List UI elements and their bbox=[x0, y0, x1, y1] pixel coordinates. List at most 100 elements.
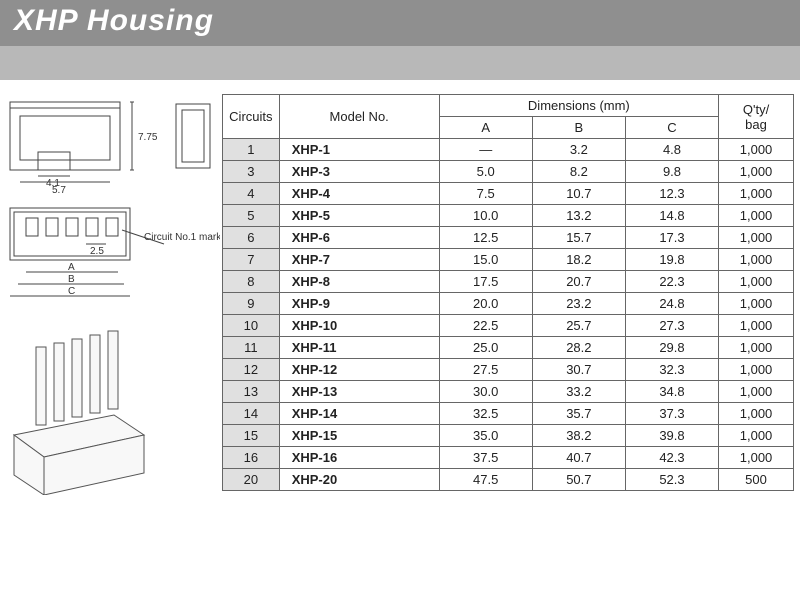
cell-model: XHP-12 bbox=[279, 359, 439, 381]
table-row: 15XHP-1535.038.239.81,000 bbox=[223, 425, 794, 447]
cell-circuits: 6 bbox=[223, 227, 280, 249]
sub-bar bbox=[0, 46, 800, 80]
cell-qty: 1,000 bbox=[719, 205, 794, 227]
table-row: 20XHP-2047.550.752.3500 bbox=[223, 469, 794, 491]
table-row: 7XHP-715.018.219.81,000 bbox=[223, 249, 794, 271]
cell-dim-b: 33.2 bbox=[532, 381, 625, 403]
cell-dim-b: 38.2 bbox=[532, 425, 625, 447]
drawing-top-view: 7.75 4.1 bbox=[4, 94, 220, 190]
cell-dim-c: 29.8 bbox=[625, 337, 718, 359]
cell-model: XHP-10 bbox=[279, 315, 439, 337]
cell-dim-a: 12.5 bbox=[439, 227, 532, 249]
table-row: 9XHP-920.023.224.81,000 bbox=[223, 293, 794, 315]
th-circuits: Circuits bbox=[223, 95, 280, 139]
cell-circuits: 20 bbox=[223, 469, 280, 491]
cell-circuits: 4 bbox=[223, 183, 280, 205]
cell-model: XHP-3 bbox=[279, 161, 439, 183]
cell-circuits: 3 bbox=[223, 161, 280, 183]
cell-circuits: 1 bbox=[223, 139, 280, 161]
cell-dim-a: 22.5 bbox=[439, 315, 532, 337]
cell-model: XHP-14 bbox=[279, 403, 439, 425]
cell-dim-b: 23.2 bbox=[532, 293, 625, 315]
cell-qty: 1,000 bbox=[719, 315, 794, 337]
cell-qty: 1,000 bbox=[719, 183, 794, 205]
cell-dim-c: 52.3 bbox=[625, 469, 718, 491]
cell-circuits: 12 bbox=[223, 359, 280, 381]
spec-table-container: Circuits Model No. Dimensions (mm) Q'ty/… bbox=[222, 94, 794, 491]
cell-dim-a: — bbox=[439, 139, 532, 161]
cell-dim-b: 15.7 bbox=[532, 227, 625, 249]
cell-dim-c: 4.8 bbox=[625, 139, 718, 161]
table-row: 12XHP-1227.530.732.31,000 bbox=[223, 359, 794, 381]
cell-qty: 1,000 bbox=[719, 161, 794, 183]
cell-qty: 1,000 bbox=[719, 403, 794, 425]
cell-dim-a: 17.5 bbox=[439, 271, 532, 293]
table-row: 11XHP-1125.028.229.81,000 bbox=[223, 337, 794, 359]
cell-circuits: 13 bbox=[223, 381, 280, 403]
table-row: 1XHP-1—3.24.81,000 bbox=[223, 139, 794, 161]
cell-circuits: 11 bbox=[223, 337, 280, 359]
cell-model: XHP-6 bbox=[279, 227, 439, 249]
cell-dim-c: 9.8 bbox=[625, 161, 718, 183]
cell-model: XHP-20 bbox=[279, 469, 439, 491]
dim-height: 7.75 bbox=[138, 132, 158, 143]
dim-c: C bbox=[68, 286, 75, 297]
cell-dim-b: 28.2 bbox=[532, 337, 625, 359]
cell-dim-c: 37.3 bbox=[625, 403, 718, 425]
cell-dim-a: 35.0 bbox=[439, 425, 532, 447]
cell-qty: 1,000 bbox=[719, 359, 794, 381]
cell-dim-c: 34.8 bbox=[625, 381, 718, 403]
cell-dim-b: 40.7 bbox=[532, 447, 625, 469]
cell-dim-b: 50.7 bbox=[532, 469, 625, 491]
table-row: 13XHP-1330.033.234.81,000 bbox=[223, 381, 794, 403]
cell-dim-a: 27.5 bbox=[439, 359, 532, 381]
cell-dim-b: 13.2 bbox=[532, 205, 625, 227]
cell-model: XHP-7 bbox=[279, 249, 439, 271]
th-model: Model No. bbox=[279, 95, 439, 139]
cell-dim-c: 17.3 bbox=[625, 227, 718, 249]
dim-a: A bbox=[68, 262, 75, 273]
cell-dim-b: 35.7 bbox=[532, 403, 625, 425]
cell-dim-c: 39.8 bbox=[625, 425, 718, 447]
cell-qty: 1,000 bbox=[719, 139, 794, 161]
cell-dim-a: 32.5 bbox=[439, 403, 532, 425]
dim-pitch: 2.5 bbox=[90, 246, 104, 257]
cell-dim-b: 8.2 bbox=[532, 161, 625, 183]
cell-dim-b: 30.7 bbox=[532, 359, 625, 381]
cell-circuits: 14 bbox=[223, 403, 280, 425]
cell-circuits: 5 bbox=[223, 205, 280, 227]
cell-qty: 1,000 bbox=[719, 337, 794, 359]
cell-dim-b: 20.7 bbox=[532, 271, 625, 293]
cell-circuits: 10 bbox=[223, 315, 280, 337]
drawing-iso-view bbox=[4, 325, 164, 495]
cell-dim-b: 3.2 bbox=[532, 139, 625, 161]
cell-dim-c: 14.8 bbox=[625, 205, 718, 227]
th-dim-a: A bbox=[439, 117, 532, 139]
cell-model: XHP-5 bbox=[279, 205, 439, 227]
cell-dim-b: 10.7 bbox=[532, 183, 625, 205]
cell-model: XHP-4 bbox=[279, 183, 439, 205]
cell-circuits: 9 bbox=[223, 293, 280, 315]
cell-dim-a: 15.0 bbox=[439, 249, 532, 271]
cell-qty: 1,000 bbox=[719, 293, 794, 315]
table-body: 1XHP-1—3.24.81,0003XHP-35.08.29.81,0004X… bbox=[223, 139, 794, 491]
cell-model: XHP-13 bbox=[279, 381, 439, 403]
technical-drawings: 7.75 4.1 5.7 2.5 bbox=[4, 94, 220, 500]
table-row: 5XHP-510.013.214.81,000 bbox=[223, 205, 794, 227]
cell-model: XHP-8 bbox=[279, 271, 439, 293]
table-row: 10XHP-1022.525.727.31,000 bbox=[223, 315, 794, 337]
th-dim-c: C bbox=[625, 117, 718, 139]
table-row: 6XHP-612.515.717.31,000 bbox=[223, 227, 794, 249]
cell-circuits: 16 bbox=[223, 447, 280, 469]
cell-dim-c: 27.3 bbox=[625, 315, 718, 337]
cell-dim-a: 20.0 bbox=[439, 293, 532, 315]
cell-dim-c: 22.3 bbox=[625, 271, 718, 293]
cell-circuits: 7 bbox=[223, 249, 280, 271]
th-dimensions: Dimensions (mm) bbox=[439, 95, 718, 117]
drawing-front-view: 2.5 Circuit No.1 mark A B C bbox=[4, 200, 220, 320]
cell-dim-c: 32.3 bbox=[625, 359, 718, 381]
cell-circuits: 8 bbox=[223, 271, 280, 293]
spec-table: Circuits Model No. Dimensions (mm) Q'ty/… bbox=[222, 94, 794, 491]
cell-model: XHP-9 bbox=[279, 293, 439, 315]
th-qty: Q'ty/ bag bbox=[719, 95, 794, 139]
